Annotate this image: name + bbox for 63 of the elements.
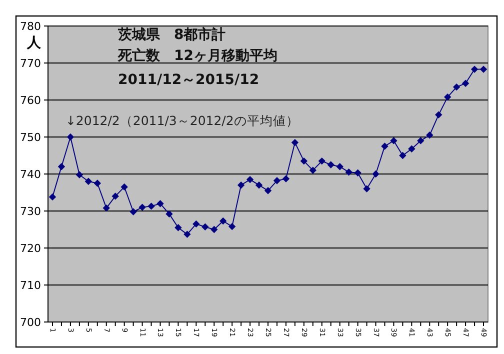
text: 死亡数 12ヶ月移動平均 (117, 47, 278, 64)
point (444, 93, 452, 101)
point (480, 66, 488, 73)
chart-title: 茨城県 8都市計 (117, 26, 226, 43)
annotation: ↓2012/2（2011/3～2012/2の平均値） (65, 113, 299, 128)
point (166, 210, 173, 218)
annotation: 2011/12～2015/12 (118, 72, 260, 88)
point (76, 171, 84, 178)
point (417, 137, 424, 144)
point (309, 166, 316, 174)
point (138, 204, 146, 211)
point (148, 202, 155, 210)
point (192, 220, 200, 228)
y-tick-label: 760 (20, 94, 41, 107)
point (354, 169, 362, 176)
point (112, 192, 119, 200)
point (273, 177, 281, 184)
point (408, 145, 416, 152)
point (363, 185, 370, 192)
point (399, 152, 406, 160)
point (255, 182, 263, 189)
point (291, 138, 299, 146)
point (102, 204, 110, 212)
point (435, 111, 442, 118)
y-tick-label: 770 (20, 57, 41, 70)
point (452, 83, 460, 91)
point (381, 142, 388, 150)
point (246, 176, 254, 184)
point (184, 230, 191, 238)
point (318, 157, 326, 165)
point (336, 163, 344, 170)
point (462, 80, 470, 87)
point (174, 224, 182, 232)
point (264, 187, 272, 194)
point (345, 168, 352, 176)
point (237, 182, 245, 189)
point (66, 133, 74, 141)
y-tick-label: 710 (20, 279, 41, 292)
point (84, 178, 92, 185)
point (220, 217, 227, 225)
point (390, 137, 398, 144)
point (94, 180, 101, 187)
point (228, 222, 236, 230)
point (470, 66, 478, 73)
point (48, 193, 56, 201)
point (202, 223, 209, 231)
point (327, 161, 334, 168)
y-tick-label: 740 (20, 168, 41, 181)
y-tick-label: 730 (20, 205, 41, 218)
point (120, 183, 128, 191)
point (372, 170, 380, 178)
point (156, 200, 164, 208)
point (58, 163, 66, 170)
point (130, 208, 137, 216)
y-tick-label: 780 (20, 20, 41, 33)
y-tick-label: 750 (20, 131, 41, 144)
y-axis-title: 人 (26, 35, 42, 51)
point (426, 132, 434, 139)
point (300, 157, 308, 165)
y-tick-label: 720 (20, 242, 41, 255)
point (210, 226, 218, 234)
point (282, 175, 290, 182)
y-tick-label: 700 (20, 316, 41, 329)
